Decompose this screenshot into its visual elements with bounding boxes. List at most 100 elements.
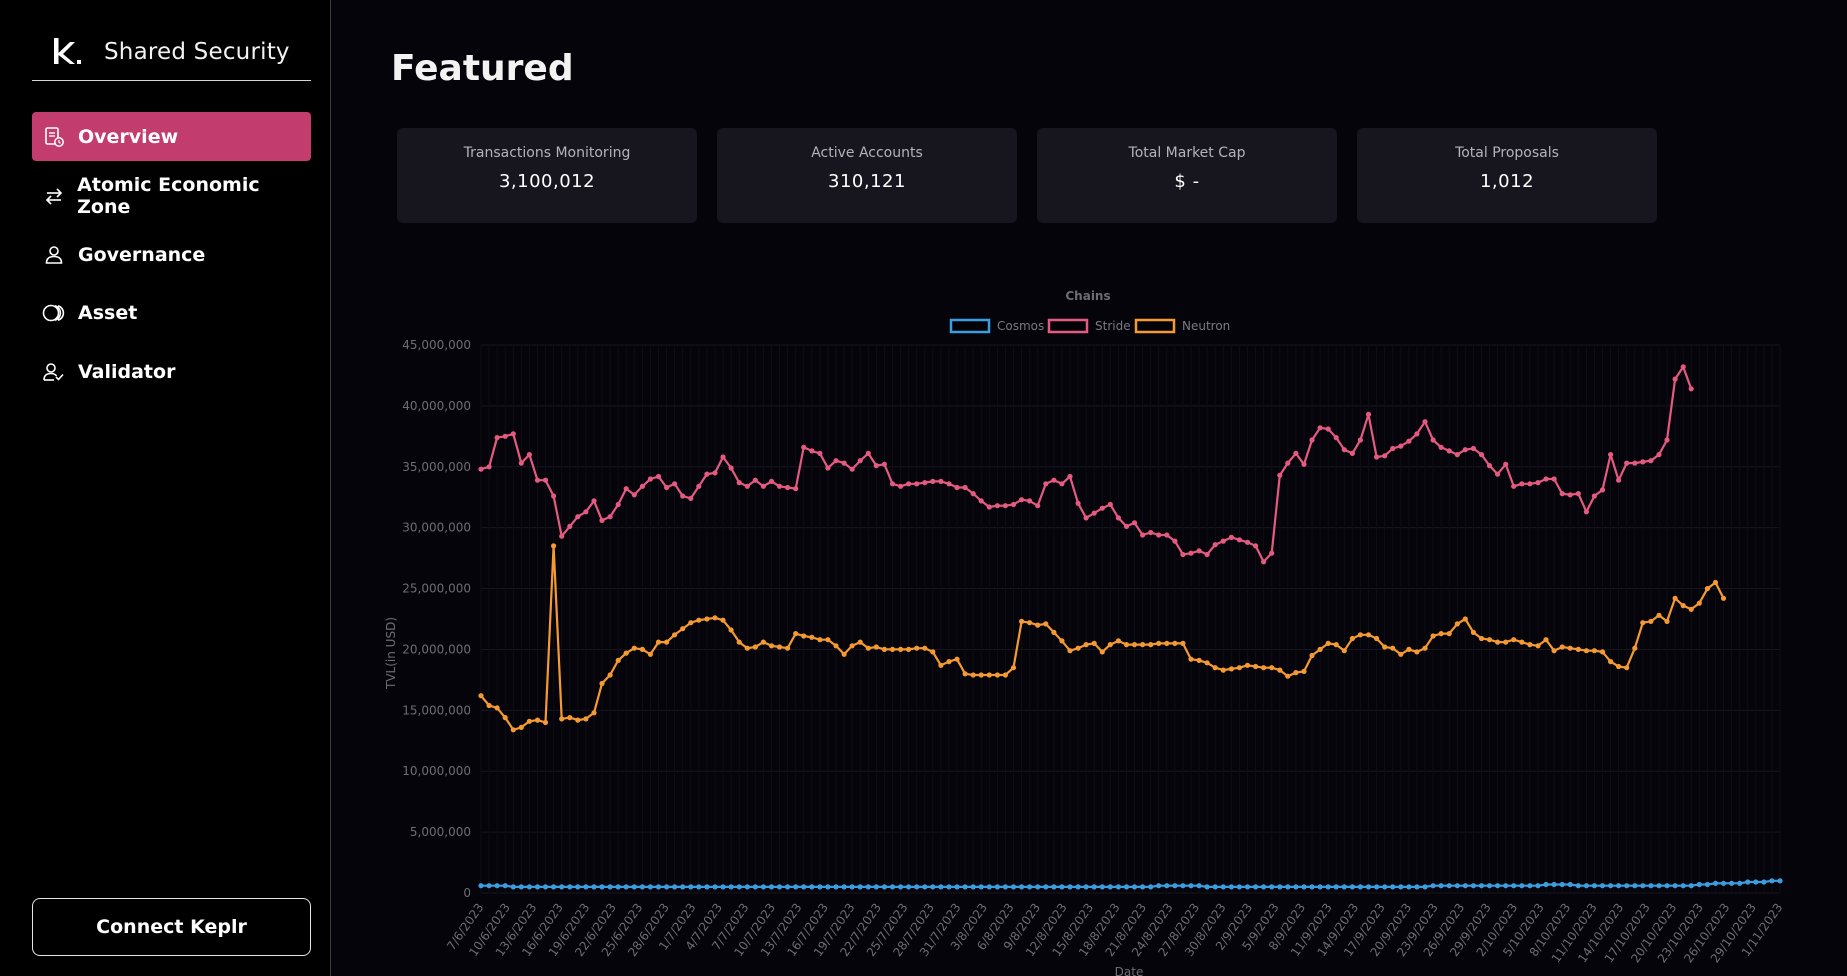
data-point[interactable] <box>1067 473 1073 480</box>
data-point[interactable] <box>817 637 823 643</box>
data-point[interactable] <box>1341 447 1347 453</box>
legend-swatch[interactable] <box>949 318 991 334</box>
data-point[interactable] <box>865 450 871 456</box>
data-point[interactable] <box>688 495 694 501</box>
data-point[interactable] <box>1172 640 1178 646</box>
data-point[interactable] <box>881 884 887 890</box>
data-point[interactable] <box>1333 642 1339 648</box>
data-point[interactable] <box>1648 458 1654 464</box>
data-point[interactable] <box>1067 648 1073 654</box>
data-point[interactable] <box>1486 883 1493 889</box>
data-point[interactable] <box>1115 515 1121 521</box>
data-point[interactable] <box>946 659 952 665</box>
data-point[interactable] <box>664 639 670 645</box>
data-point[interactable] <box>954 884 960 890</box>
data-point[interactable] <box>559 884 565 890</box>
data-point[interactable] <box>1398 884 1404 890</box>
data-point[interactable] <box>502 883 508 889</box>
data-point[interactable] <box>680 493 686 499</box>
data-point[interactable] <box>486 702 492 709</box>
data-point[interactable] <box>922 645 928 651</box>
data-point[interactable] <box>639 646 645 652</box>
data-point[interactable] <box>720 617 726 623</box>
data-point[interactable] <box>1123 523 1130 529</box>
data-point[interactable] <box>1430 883 1436 889</box>
data-point[interactable] <box>647 884 653 890</box>
data-point[interactable] <box>502 715 508 721</box>
data-point[interactable] <box>1123 642 1130 648</box>
data-point[interactable] <box>801 444 807 450</box>
data-point[interactable] <box>680 884 686 890</box>
data-point[interactable] <box>1608 659 1614 665</box>
data-point[interactable] <box>575 884 581 890</box>
chart-legend[interactable]: Cosmos Stride Neutron <box>949 318 1230 334</box>
data-point[interactable] <box>1462 616 1468 622</box>
data-point[interactable] <box>1349 884 1355 890</box>
nav-item-atomic-economic-zone[interactable]: Atomic Economic Zone <box>32 171 311 220</box>
data-point[interactable] <box>502 433 508 439</box>
data-point[interactable] <box>680 626 686 632</box>
data-point[interactable] <box>607 514 613 520</box>
data-point[interactable] <box>1696 600 1702 606</box>
data-point[interactable] <box>898 646 904 652</box>
data-point[interactable] <box>1462 883 1468 889</box>
data-point[interactable] <box>1680 883 1686 889</box>
data-point[interactable] <box>1301 668 1307 674</box>
data-point[interactable] <box>1656 612 1662 618</box>
data-point[interactable] <box>1672 376 1678 382</box>
data-point[interactable] <box>1285 460 1291 466</box>
data-point[interactable] <box>1172 883 1178 889</box>
data-point[interactable] <box>825 884 831 890</box>
data-point[interactable] <box>1236 537 1242 543</box>
data-point[interactable] <box>1737 880 1743 886</box>
data-point[interactable] <box>631 645 637 651</box>
data-point[interactable] <box>1059 638 1065 644</box>
data-point[interactable] <box>1196 548 1202 554</box>
data-point[interactable] <box>938 662 944 668</box>
data-point[interactable] <box>801 633 807 639</box>
data-point[interactable] <box>1277 667 1283 673</box>
data-point[interactable] <box>1228 534 1234 540</box>
data-point[interactable] <box>712 884 718 890</box>
data-point[interactable] <box>1035 884 1041 890</box>
data-point[interactable] <box>1115 884 1121 890</box>
data-point[interactable] <box>776 483 783 489</box>
data-point[interactable] <box>704 471 710 477</box>
data-point[interactable] <box>1365 411 1372 417</box>
data-point[interactable] <box>1131 884 1138 890</box>
data-point[interactable] <box>1503 883 1509 889</box>
data-point[interactable] <box>1043 481 1049 487</box>
data-point[interactable] <box>1527 481 1533 487</box>
data-point[interactable] <box>785 645 791 651</box>
data-point[interactable] <box>1027 620 1033 626</box>
data-point[interactable] <box>1398 651 1404 657</box>
data-point[interactable] <box>954 656 960 662</box>
data-point[interactable] <box>1422 884 1428 890</box>
data-point[interactable] <box>849 466 855 472</box>
connect-keplr-button[interactable]: Connect Keplr <box>32 898 311 956</box>
data-point[interactable] <box>583 716 589 722</box>
data-point[interactable] <box>841 884 847 890</box>
data-point[interactable] <box>889 646 896 652</box>
data-point[interactable] <box>655 473 662 480</box>
data-point[interactable] <box>1575 646 1581 652</box>
data-point[interactable] <box>1704 881 1710 888</box>
data-point[interactable] <box>898 884 904 890</box>
data-point[interactable] <box>696 617 702 623</box>
data-point[interactable] <box>1478 452 1485 458</box>
data-point[interactable] <box>1325 426 1331 432</box>
data-point[interactable] <box>1503 461 1509 467</box>
data-point[interactable] <box>1212 884 1218 890</box>
data-point[interactable] <box>1107 642 1113 648</box>
data-point[interactable] <box>1309 437 1315 443</box>
data-point[interactable] <box>1511 883 1517 889</box>
data-point[interactable] <box>744 884 750 890</box>
data-point[interactable] <box>542 719 549 726</box>
data-point[interactable] <box>1293 670 1299 676</box>
data-point[interactable] <box>970 672 976 678</box>
data-point[interactable] <box>1632 645 1638 651</box>
data-point[interactable] <box>567 715 573 721</box>
data-point[interactable] <box>1131 642 1138 648</box>
data-point[interactable] <box>1019 618 1025 624</box>
data-point[interactable] <box>962 884 968 890</box>
